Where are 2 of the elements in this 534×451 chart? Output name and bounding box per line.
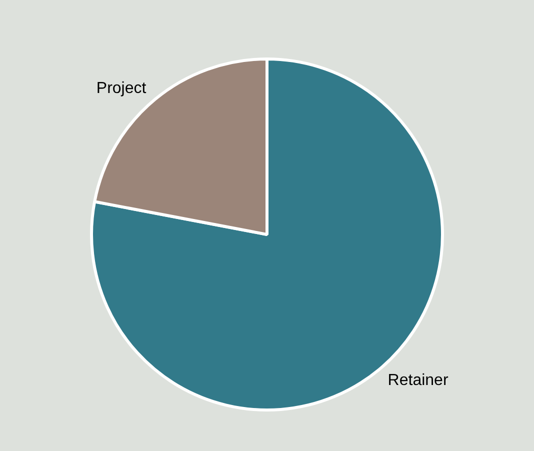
slice-label: Project: [96, 80, 147, 97]
slice-label: Retainer: [388, 372, 449, 389]
